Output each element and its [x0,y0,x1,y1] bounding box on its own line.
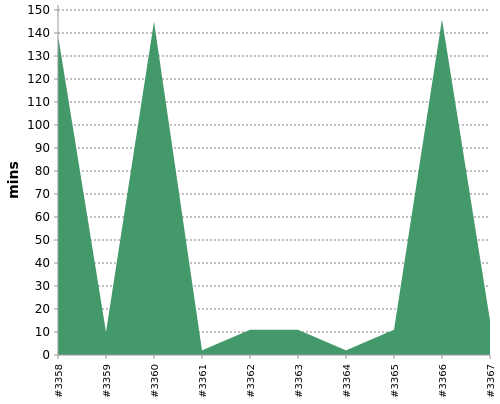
y-tick-labels: 0 10 20 30 40 50 60 70 80 90 100 110 120 130 140 150 [27,3,50,362]
y-tick-label: 70 [35,187,50,201]
axes [54,5,491,359]
x-tick-label: #3362 [246,364,257,398]
x-tick-label: #3363 [294,364,305,398]
y-tick-label: 0 [42,348,50,362]
y-tick-label: 80 [35,164,50,178]
y-tick-label: 130 [27,49,50,63]
x-tick-label: #3360 [150,364,161,398]
x-tick-label: #3366 [438,364,449,398]
y-tick-label: 100 [27,118,50,132]
y-tick-label: 40 [35,256,50,270]
y-tick-label: 120 [27,72,50,86]
x-tick-label: #3365 [390,364,401,398]
y-tick-label: 10 [35,325,50,339]
x-tick-label: #3361 [198,364,209,398]
y-tick-label: 90 [35,141,50,155]
y-tick-label: 140 [27,26,50,40]
y-tick-label: 150 [27,3,50,17]
y-tick-label: 30 [35,279,50,293]
y-tick-label: 60 [35,210,50,224]
x-tick-label: #3364 [342,364,353,398]
y-tick-label: 110 [27,95,50,109]
area-series-0 [58,19,490,355]
series-layer [58,19,490,355]
y-tick-label: 50 [35,233,50,247]
x-tick-label: #3359 [102,364,113,398]
y-tick-label: 20 [35,302,50,316]
x-tick-label: #3367 [486,364,497,398]
x-tick-labels: #3358 #3359 #3360 #3361 #3362 #3363 #3364 #3365… [54,364,497,398]
y-axis-label: mins [6,161,22,199]
x-tick-label: #3358 [54,364,65,398]
